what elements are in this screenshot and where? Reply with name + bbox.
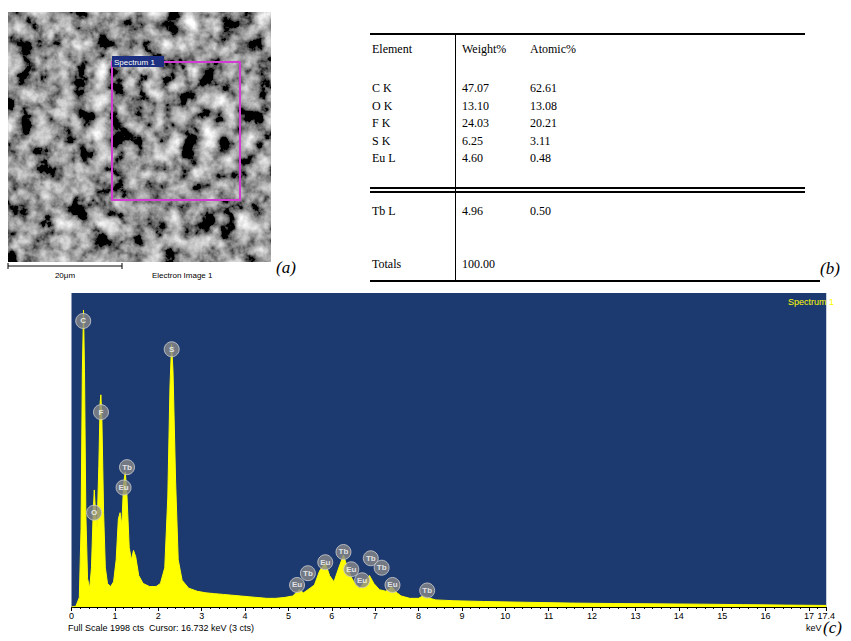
svg-text:5: 5: [286, 611, 291, 621]
svg-text:12: 12: [587, 611, 597, 621]
svg-text:4: 4: [242, 611, 247, 621]
html-text:20.21: 20.21: [530, 116, 557, 130]
svg-text:7: 7: [373, 611, 378, 621]
svg-text:Tb: Tb: [122, 463, 132, 472]
svg-text:Eu: Eu: [346, 565, 356, 574]
svg-text:2: 2: [156, 611, 161, 621]
html-text:13.08: 13.08: [530, 98, 557, 113]
svg-text:11: 11: [544, 611, 553, 621]
html-text:100.00: 100.00: [462, 257, 495, 271]
html-text:13.10: 13.10: [462, 98, 489, 113]
html-text:S K: S K: [372, 133, 391, 148]
svg-text:16: 16: [761, 611, 771, 621]
html-text:4.60: 4.60: [462, 151, 483, 165]
html-text:62.61: 62.61: [530, 81, 557, 95]
svg-text:O: O: [91, 508, 97, 517]
svg-text:Tb: Tb: [303, 569, 313, 578]
svg-text:13: 13: [630, 611, 640, 621]
svg-text:C: C: [80, 316, 86, 325]
svg-text:15: 15: [717, 611, 727, 621]
html-text:Totals: Totals: [372, 257, 402, 271]
svg-text:Eu: Eu: [118, 483, 128, 492]
html-text:(c): (c): [823, 618, 842, 637]
html-text:Element: Element: [372, 42, 412, 56]
svg-text:14: 14: [674, 611, 684, 621]
svg-text:Electron Image 1: Electron Image 1: [152, 271, 213, 280]
svg-text:9: 9: [459, 611, 464, 621]
html-text:O K: O K: [372, 98, 393, 113]
svg-text:Tb: Tb: [366, 554, 376, 563]
svg-text:20μm: 20μm: [55, 271, 76, 280]
svg-text:keV: keV: [806, 623, 822, 633]
svg-text:3: 3: [199, 611, 204, 621]
svg-text:17.4: 17.4: [817, 610, 835, 621]
svg-text:Tb: Tb: [422, 586, 432, 595]
html-text:4.96: 4.96: [462, 204, 483, 218]
html-text:6.25: 6.25: [462, 133, 483, 148]
html-text:47.07: 47.07: [462, 81, 489, 95]
svg-text:10: 10: [500, 611, 510, 621]
svg-text:Eu: Eu: [357, 576, 367, 585]
html-text:Eu L: Eu L: [372, 151, 396, 165]
html-text:24.03: 24.03: [462, 116, 489, 130]
svg-text:Tb: Tb: [377, 563, 387, 572]
svg-text:Eu: Eu: [387, 580, 397, 589]
html-text:3.11: 3.11: [530, 133, 551, 148]
html-text:0.50: 0.50: [530, 204, 551, 218]
svg-text:Eu: Eu: [320, 558, 330, 567]
svg-text:Full Scale 1998 cts Cursor: 1: Full Scale 1998 cts Cursor: 16.732 keV (…: [68, 623, 254, 633]
html-text:(a): (a): [276, 258, 296, 277]
svg-text:1: 1: [112, 611, 117, 621]
svg-text:Tb: Tb: [339, 547, 349, 556]
html-text:0.48: 0.48: [530, 151, 551, 165]
html-text:F K: F K: [372, 116, 391, 130]
html-text:C K: C K: [372, 81, 392, 95]
svg-text:Eu: Eu: [292, 580, 302, 589]
svg-text:F: F: [99, 408, 104, 417]
html-text:Weight%: Weight%: [462, 42, 507, 56]
html-text:Tb L: Tb L: [372, 204, 396, 218]
svg-text:Spectrum 1: Spectrum 1: [788, 297, 834, 307]
svg-text:6: 6: [329, 611, 334, 621]
svg-text:17: 17: [804, 611, 814, 621]
svg-text:8: 8: [416, 611, 421, 621]
svg-text:S: S: [169, 345, 175, 354]
html-text:(b): (b): [820, 259, 840, 278]
html-text:Atomic%: Atomic%: [530, 42, 576, 56]
svg-text:Spectrum 1: Spectrum 1: [114, 58, 155, 67]
svg-text:0: 0: [69, 611, 74, 621]
